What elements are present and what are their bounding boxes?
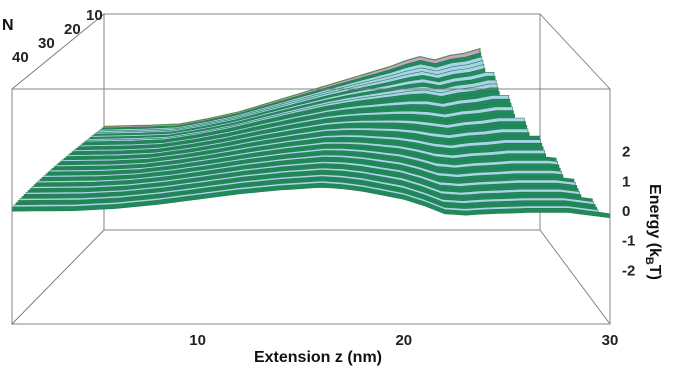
surface-bands xyxy=(11,47,611,219)
box-edge-bottom-right xyxy=(539,229,611,325)
y-tick-label: 2 xyxy=(622,144,630,161)
y-axis-label-main: Energy (k xyxy=(646,184,663,257)
box-edge-top-right xyxy=(539,13,611,90)
y-tick-label: 0 xyxy=(622,203,630,220)
y-tick-label: -2 xyxy=(622,262,635,279)
depth-tick-label: 10 xyxy=(86,7,103,24)
y-axis-label-subscript: B xyxy=(643,257,655,265)
y-tick-label: -1 xyxy=(622,233,635,250)
depth-tick-label: 30 xyxy=(38,35,55,52)
depth-axis-label: N xyxy=(2,17,14,34)
depth-tick-label: 40 xyxy=(12,49,29,66)
x-tick-label: 30 xyxy=(602,332,619,349)
y-axis-label-end: T) xyxy=(646,265,663,280)
x-axis-label: Extension z (nm) xyxy=(254,349,382,366)
box-front-face xyxy=(11,88,611,325)
x-tick-label: 10 xyxy=(189,332,206,349)
front-box-frame xyxy=(11,13,611,325)
depth-tick-label: 20 xyxy=(64,21,81,38)
back-box-frame xyxy=(11,13,611,325)
box-edge-bottom-left xyxy=(11,229,105,325)
y-axis-label: Energy (kBT) xyxy=(643,184,663,280)
x-tick-label: 20 xyxy=(395,332,412,349)
y-tick-label: 1 xyxy=(622,173,630,190)
box-edge-top-left xyxy=(11,13,105,90)
box-back-face xyxy=(103,13,541,231)
